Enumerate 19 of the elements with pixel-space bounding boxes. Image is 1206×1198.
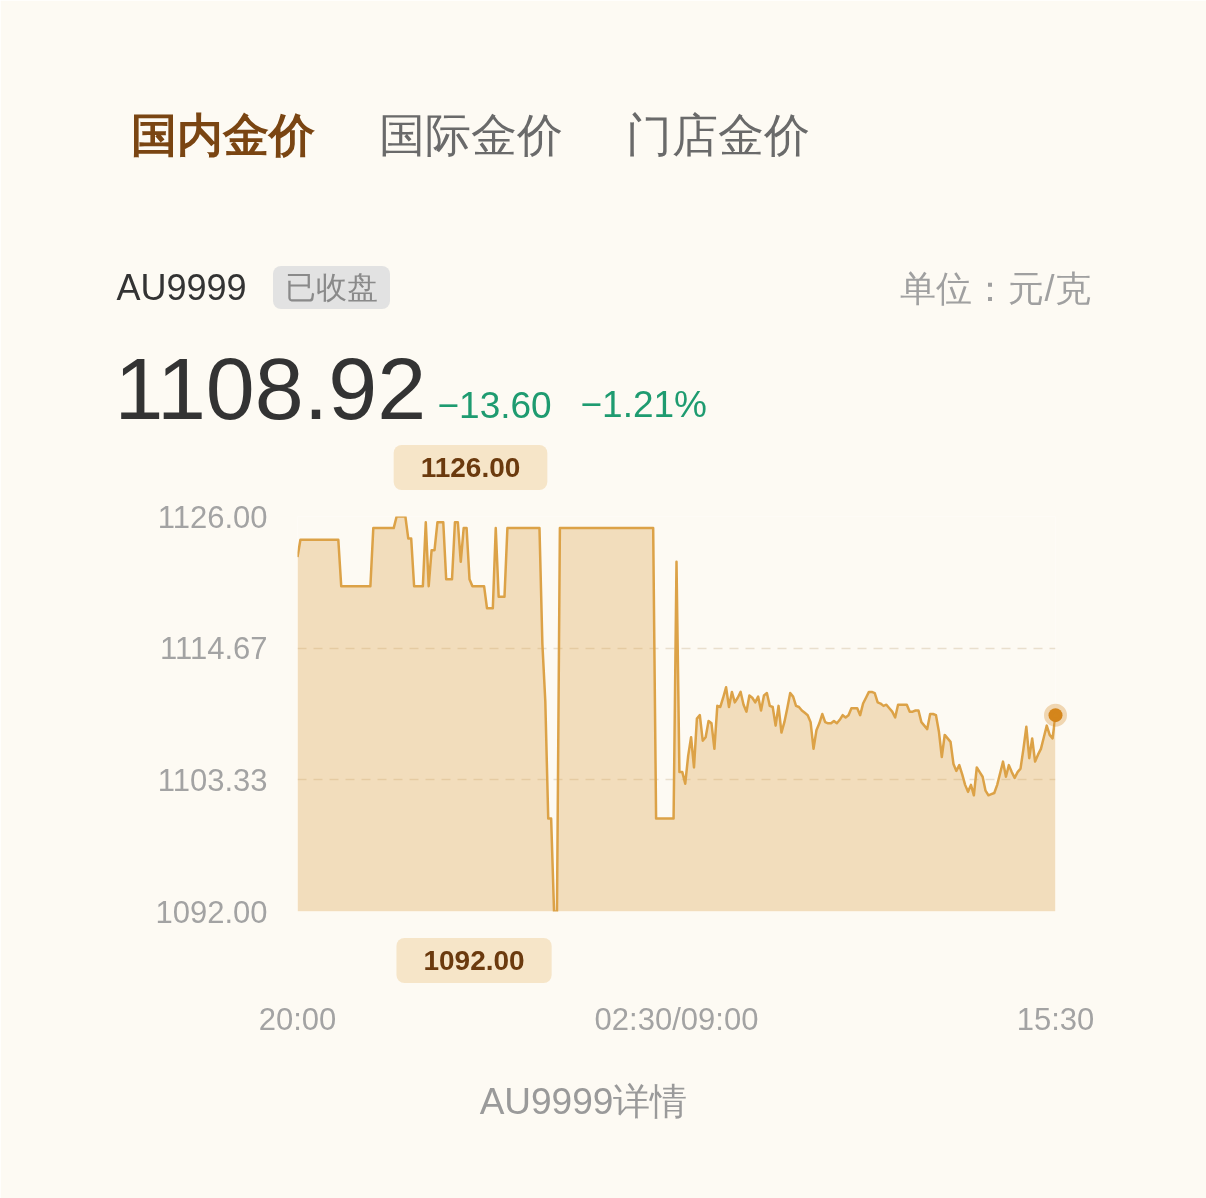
text: 1126.00	[420, 452, 521, 483]
text: −1.21%	[580, 384, 708, 425]
y-tick-label: 1103.33	[157, 762, 268, 798]
y-tick-label: 1126.00	[157, 499, 268, 535]
chart-title: AU9999	[116, 267, 247, 308]
text: 单位：元/克	[900, 268, 1091, 309]
text: 国际金价	[378, 108, 563, 161]
x-tick-label: 15:30	[1016, 1001, 1095, 1037]
text: 国内金价	[130, 108, 315, 161]
text: 已收盘	[285, 270, 378, 305]
y-tick-label: 1114.67	[160, 631, 268, 667]
x-tick-label: 20:00	[258, 1001, 337, 1037]
x-tick-label: 02:30/09:00	[594, 1001, 759, 1037]
annotation: 1092.00	[423, 945, 525, 976]
text: 门店金价	[625, 108, 810, 161]
text: 1108.92	[114, 338, 427, 438]
y-tick-label: 1092.00	[155, 894, 268, 930]
text: AU9999详情	[479, 1081, 688, 1122]
text: −13.60	[437, 384, 552, 426]
